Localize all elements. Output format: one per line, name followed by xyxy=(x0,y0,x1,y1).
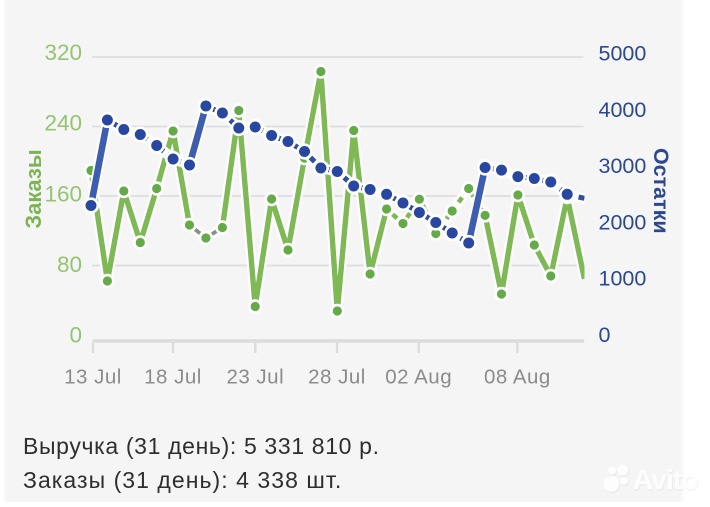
svg-text:2000: 2000 xyxy=(599,210,647,234)
svg-text:02 Aug: 02 Aug xyxy=(385,366,452,389)
svg-text:Остатки: Остатки xyxy=(649,148,673,234)
svg-text:240: 240 xyxy=(44,111,82,136)
svg-text:13 Jul: 13 Jul xyxy=(64,366,122,389)
svg-text:320: 320 xyxy=(44,40,82,65)
svg-text:23 Jul: 23 Jul xyxy=(226,366,284,389)
svg-text:1000: 1000 xyxy=(599,267,647,291)
svg-text:Выручка (31 день): 5 331 810 р: Выручка (31 день): 5 331 810 р. xyxy=(23,433,380,459)
svg-text:08 Aug: 08 Aug xyxy=(484,366,551,389)
svg-text:Заказы (31 день): 4 338 шт.: Заказы (31 день): 4 338 шт. xyxy=(23,467,342,493)
svg-text:0: 0 xyxy=(599,323,611,347)
svg-text:4000: 4000 xyxy=(599,98,647,122)
svg-text:Заказы: Заказы xyxy=(21,149,46,228)
svg-text:3000: 3000 xyxy=(599,154,647,178)
svg-text:Avito: Avito xyxy=(633,464,699,495)
svg-text:160: 160 xyxy=(44,181,82,206)
svg-text:18 Jul: 18 Jul xyxy=(144,366,202,389)
svg-text:5000: 5000 xyxy=(599,42,647,66)
svg-text:80: 80 xyxy=(57,252,82,277)
svg-text:0: 0 xyxy=(69,323,82,348)
svg-text:Avito: Avito xyxy=(634,465,700,496)
svg-text:28 Jul: 28 Jul xyxy=(308,366,366,389)
